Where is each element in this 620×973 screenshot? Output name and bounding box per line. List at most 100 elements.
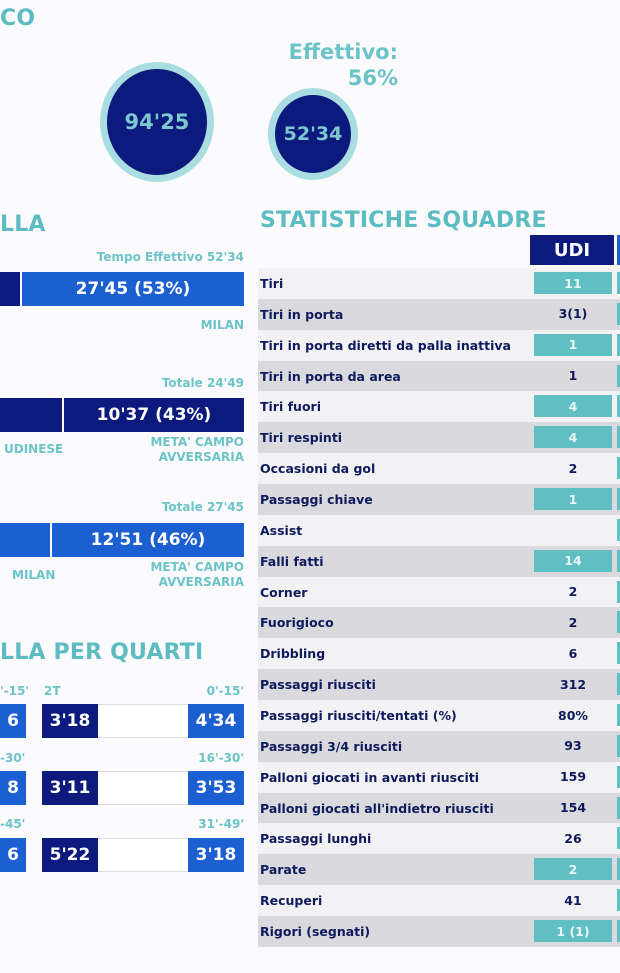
stats-row-value: 4 <box>534 426 612 449</box>
stats-row-value: 1 <box>568 368 578 384</box>
bar2-right-label: META' CAMPO AVVERSARIA <box>150 435 244 464</box>
stats-row-label: Tiri respinti <box>260 430 343 446</box>
stats-row-label: Tiri <box>260 276 284 291</box>
quarter-left-label: '-15' <box>0 684 30 698</box>
quarter-mid-value: 3'18 <box>49 711 91 731</box>
bar3-caption: Totale 27'45 <box>161 500 244 514</box>
section-title-time: CO <box>0 6 36 31</box>
stats-row-label: Falli fatti <box>260 553 324 569</box>
stats-row-value: 41 <box>564 892 582 908</box>
quarter-left-value: 8 <box>7 778 19 798</box>
stats-row-other-team-edge <box>617 580 620 603</box>
stats-row: Tiri in porta da area 1 <box>258 360 620 392</box>
total-time-circle: 94'25 <box>100 62 214 182</box>
quarter-right-box: 3'53 <box>188 771 244 805</box>
quarter-mid-box: 3'18 <box>42 704 98 738</box>
bar1-right-segment: 27'45 (53%) <box>22 272 244 306</box>
stats-row-other-team-edge <box>617 457 620 480</box>
quarter-right-label: 31'-49' <box>198 817 244 831</box>
bar3-right-label: META' CAMPO AVVERSARIA <box>150 560 244 589</box>
stats-row-other-team-edge <box>617 364 620 387</box>
team-header-label: UDI <box>553 239 591 261</box>
stats-row-label: Occasioni da gol <box>260 461 376 477</box>
stats-row-label: Assist <box>260 522 303 538</box>
stats-row-other-team-edge <box>617 796 620 819</box>
stats-row-value: 1 <box>534 333 612 356</box>
quarter-right-value: 3'18 <box>195 845 237 865</box>
stats-row-value: 11 <box>534 272 612 294</box>
quarter-right-label: 16'-30' <box>198 751 244 765</box>
stats-row-value: 2 <box>568 614 578 630</box>
stats-title: STATISTICHE SQUADRE <box>260 208 547 233</box>
stats-row: Passaggi lunghi 26 <box>258 823 620 855</box>
bar2-left-team: UDINESE <box>4 442 64 456</box>
quarter-track <box>98 704 188 738</box>
stats-row-label: Parate <box>260 862 307 878</box>
stats-row: Fuorigioco 2 <box>258 607 620 639</box>
quarter-left-box: 6 <box>0 838 26 872</box>
quarter-left-label: -45' <box>0 817 26 831</box>
stats-row-label: Tiri in porta diretti da palla inattiva <box>260 337 511 353</box>
quarter-mid-value: 5'22 <box>49 845 91 865</box>
stats-row-value <box>534 519 612 541</box>
stats-row: Occasioni da gol 2 <box>258 453 620 485</box>
quarter-mid-box: 5'22 <box>42 838 98 872</box>
bar1-caption: Tempo Effettivo 52'34 <box>96 250 244 264</box>
bar1-left-segment <box>0 272 20 306</box>
stats-row: Recuperi 41 <box>258 885 620 917</box>
stats-row-other-team-edge <box>617 272 620 294</box>
section-title-possession: LLA <box>0 212 46 237</box>
stats-row-other-team-edge <box>617 704 620 727</box>
stats-row-label: Tiri in porta <box>260 306 344 322</box>
bar3-right-value: 12'51 (46%) <box>90 530 206 550</box>
stats-row-label: Rigori (segnati) <box>260 924 371 940</box>
bar1-right-value: 27'45 (53%) <box>75 279 191 299</box>
stats-row-value: 2 <box>568 584 578 600</box>
stats-row: Tiri in porta 3(1) <box>258 298 620 330</box>
stats-row-other-team-edge <box>617 827 620 850</box>
team-header-udi: UDI <box>530 235 614 265</box>
stats-row-label: Tiri in porta da area <box>260 368 401 384</box>
stats-row-other-team-edge <box>617 765 620 788</box>
stats-row: Passaggi chiave 1 <box>258 484 620 516</box>
stats-row-value: 312 <box>559 676 587 692</box>
quarter-left-value: 6 <box>7 845 19 865</box>
bar2-left-segment <box>0 398 62 432</box>
quarter-left-label: -30' <box>0 751 26 765</box>
stats-row-label: Passaggi 3/4 riusciti <box>260 738 403 754</box>
stats-row: Tiri respinti 4 <box>258 422 620 454</box>
quarter-track <box>98 838 188 872</box>
quarter-mid-value: 3'11 <box>49 778 91 798</box>
team-header-other-edge <box>617 235 620 265</box>
stats-row: Palloni giocati in avanti riusciti 159 <box>258 761 620 793</box>
stats-row: Passaggi 3/4 riusciti 93 <box>258 730 620 762</box>
total-time-value: 94'25 <box>124 110 190 134</box>
stats-row-other-team-edge <box>617 611 620 634</box>
stats-row-other-team-edge <box>617 673 620 696</box>
stats-row-value: 4 <box>534 395 612 418</box>
stats-row: Tiri 11 <box>258 268 620 299</box>
stats-row: Tiri in porta diretti da palla inattiva 1 <box>258 329 620 361</box>
stats-row-other-team-edge <box>617 488 620 511</box>
stats-row-value: 26 <box>564 830 582 846</box>
stats-row-label: Tiri fuori <box>260 399 321 415</box>
stats-row-other-team-edge <box>617 426 620 449</box>
bar2-right-value: 10'37 (43%) <box>96 405 212 425</box>
stats-row-other-team-edge <box>617 302 620 325</box>
stats-row: Passaggi riusciti 312 <box>258 669 620 701</box>
stats-row-value: 6 <box>568 645 578 661</box>
stats-row-label: Fuorigioco <box>260 615 334 631</box>
quarter-right-box: 4'34 <box>188 704 244 738</box>
stats-row-value: 159 <box>559 769 587 785</box>
stats-row: Corner 2 <box>258 576 620 608</box>
stats-row-value: 3(1) <box>558 306 588 322</box>
stats-row-other-team-edge <box>617 395 620 418</box>
stats-row: Parate 2 <box>258 854 620 886</box>
stats-row: Dribbling 6 <box>258 638 620 670</box>
bar3-left-team: MILAN <box>12 568 56 582</box>
bar2-right-segment: 10'37 (43%) <box>64 398 244 432</box>
stats-row-other-team-edge <box>617 642 620 665</box>
bar3-right-segment: 12'51 (46%) <box>52 523 244 557</box>
stats-row: Falli fatti 14 <box>258 545 620 577</box>
stats-row: Passaggi riusciti/tentati (%) 80% <box>258 700 620 732</box>
